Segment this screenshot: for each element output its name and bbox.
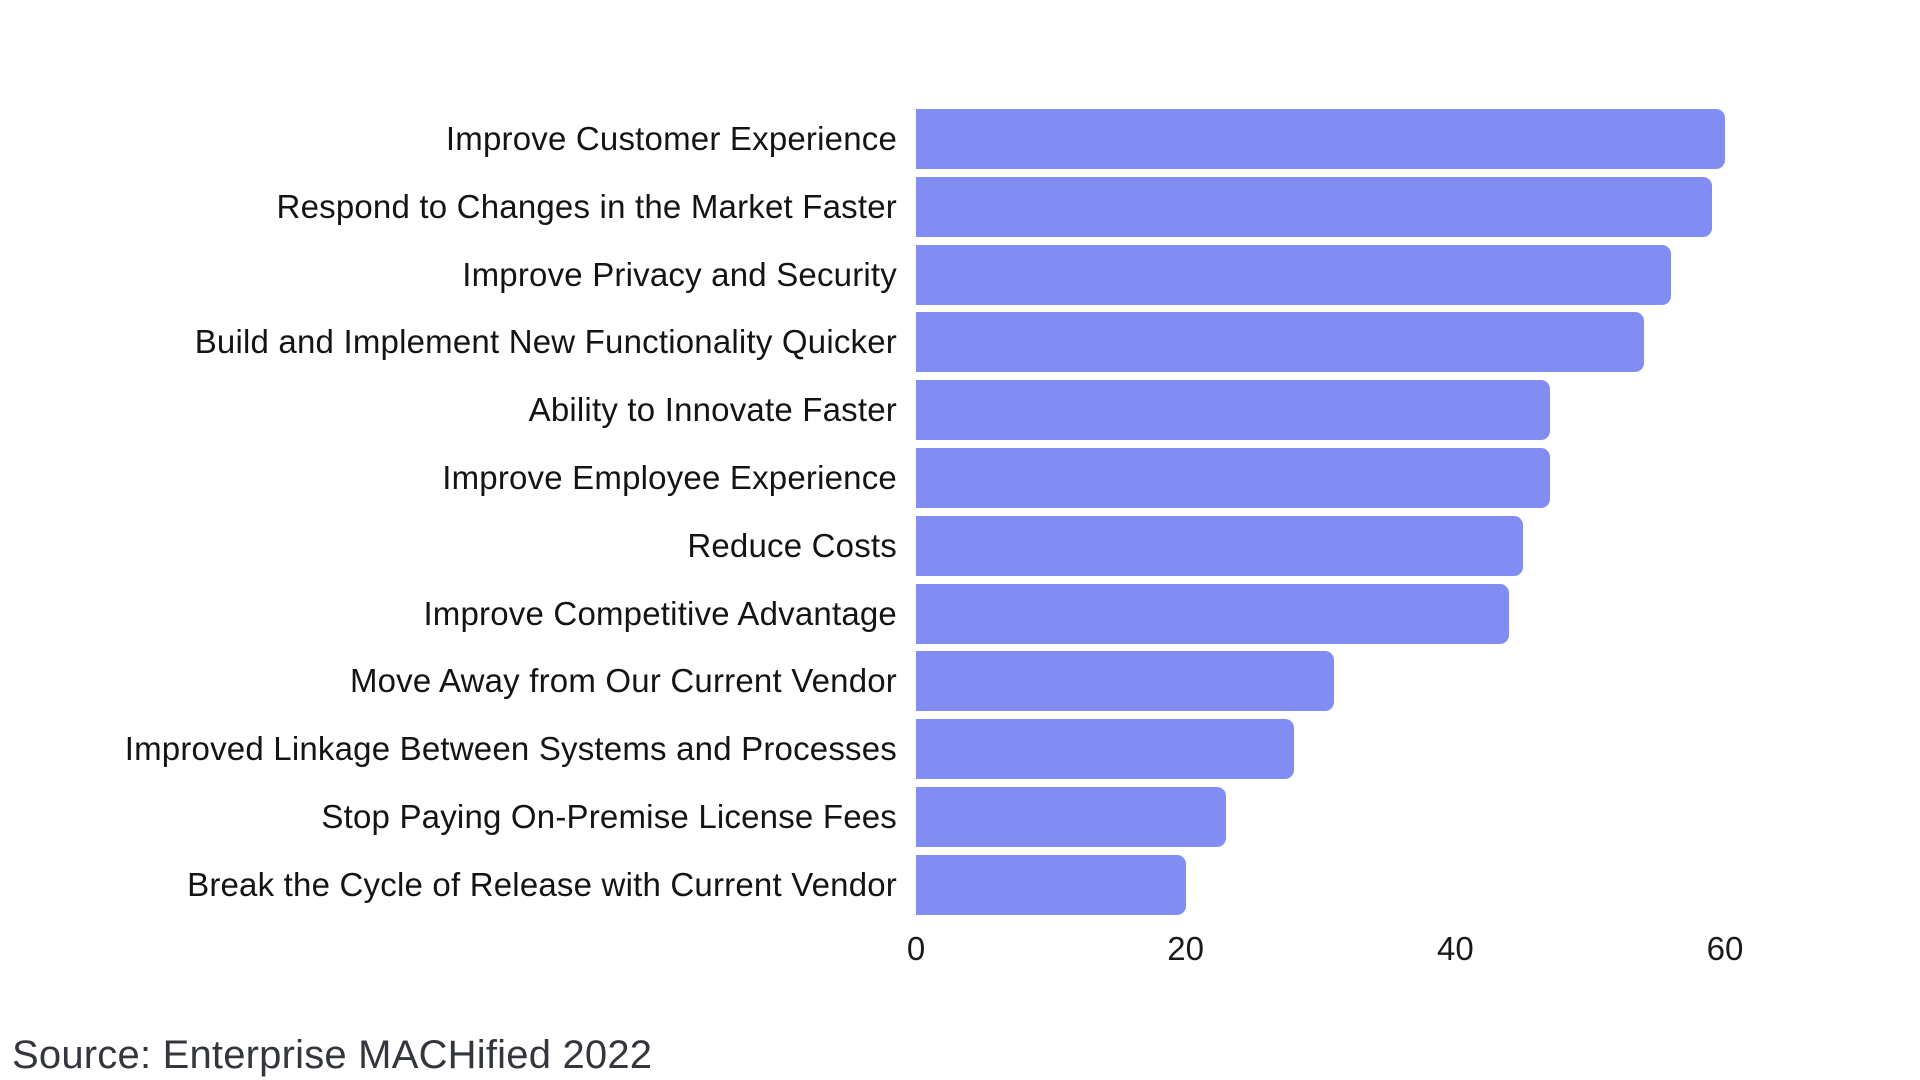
chart-row: Improve Privacy and Security (0, 244, 1776, 305)
x-axis-tick-label: 60 (1706, 930, 1744, 967)
bar-track (916, 109, 1776, 169)
source-caption: Source: Enterprise MACHified 2022 (12, 1033, 653, 1077)
bar-track (916, 244, 1776, 305)
bar (916, 583, 1510, 644)
chart-row: Improved Linkage Between Systems and Pro… (0, 719, 1776, 780)
bar (916, 786, 1227, 847)
bar-track (916, 447, 1776, 508)
category-label: Improve Customer Experience (445, 120, 897, 157)
bar (916, 515, 1523, 576)
chart-row: Respond to Changes in the Market Faster (0, 176, 1776, 237)
category-label: Break the Cycle of Release with Current … (187, 865, 897, 903)
chart-row: Improve Employee Experience (0, 447, 1776, 508)
chart-row: Improve Competitive Advantage (0, 583, 1776, 644)
category-label: Respond to Changes in the Market Faster (276, 187, 897, 225)
bar (916, 380, 1550, 441)
bar-track (916, 380, 1776, 441)
chart-row: Build and Implement New Functionality Qu… (0, 312, 1776, 373)
chart-row: Break the Cycle of Release with Current … (0, 854, 1776, 915)
bar (916, 854, 1186, 915)
bar (916, 447, 1550, 508)
bar-chart: Improve Customer Experience Respond to Ch… (0, 109, 1776, 915)
chart-row: Improve Customer Experience (0, 109, 1776, 169)
chart-row: Ability to Innovate Faster (0, 380, 1776, 441)
x-axis-tick-label: 20 (1167, 930, 1205, 967)
chart-row: Reduce Costs (0, 515, 1776, 576)
bar-track (916, 786, 1776, 847)
x-axis-tick-label: 0 (906, 930, 926, 967)
category-label: Improve Competitive Advantage (423, 594, 897, 632)
bar-track (916, 719, 1776, 780)
bar (916, 312, 1645, 373)
bar-track (916, 515, 1776, 576)
bar (916, 651, 1334, 712)
bar-track (916, 854, 1776, 915)
category-label: Build and Implement New Functionality Qu… (194, 323, 897, 361)
x-axis: 0 20 40 60 (907, 930, 1744, 976)
bar (916, 719, 1294, 780)
category-label: Improved Linkage Between Systems and Pro… (124, 730, 897, 768)
bar-track (916, 651, 1776, 712)
bar-track (916, 583, 1776, 644)
bar (916, 109, 1725, 169)
bar (916, 244, 1672, 305)
bar-track (916, 176, 1776, 237)
bar (916, 176, 1712, 237)
category-label: Ability to Innovate Faster (528, 391, 897, 429)
category-label: Improve Employee Experience (442, 458, 897, 496)
category-label: Improve Privacy and Security (462, 255, 897, 293)
category-label: Move Away from Our Current Vendor (349, 662, 897, 700)
bar-track (916, 312, 1776, 373)
chart-row: Stop Paying On-Premise License Fees (0, 786, 1776, 847)
x-axis-tick-label: 40 (1436, 930, 1474, 967)
chart-row: Move Away from Our Current Vendor (0, 651, 1776, 712)
category-label: Stop Paying On-Premise License Fees (321, 797, 897, 835)
category-label: Reduce Costs (687, 526, 897, 564)
